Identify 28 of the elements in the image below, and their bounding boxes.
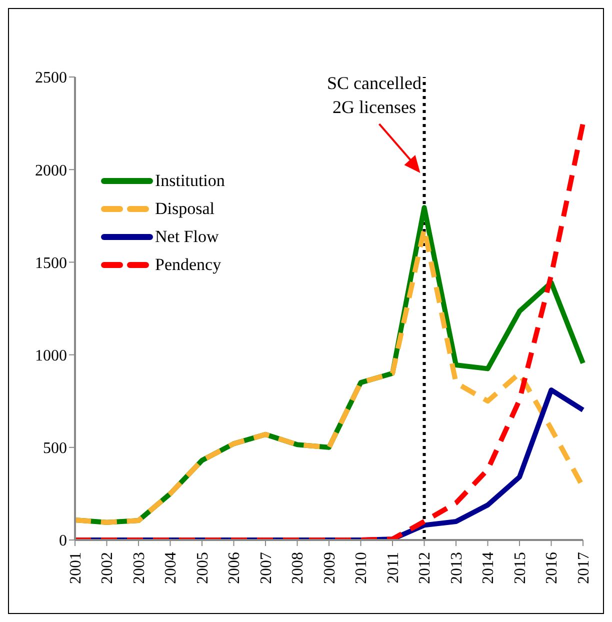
x-tick-label: 2014 [480,552,498,584]
x-tick-label: 2010 [353,552,370,584]
x-tick-label: 2012 [416,552,434,584]
y-tick-label: 500 [43,440,67,458]
x-tick-label: 2009 [321,552,338,584]
x-tick-label: 2001 [67,552,84,584]
x-tick-label: 2013 [448,552,466,584]
legend-label: Institution [155,171,225,191]
legend-label: Pendency [155,255,222,275]
x-tick-label: 2011 [384,552,402,584]
y-tick-label: 1500 [35,254,67,272]
x-tick-label: 2007 [258,552,275,584]
x-tick-label: 2003 [130,552,148,584]
x-tick-label: 2017 [575,552,592,584]
y-tick-label: 1000 [35,347,67,364]
x-tick-label: 2002 [99,552,116,584]
legend-label: Disposal [155,199,214,219]
x-tick-label: 2015 [512,552,529,584]
annotation: SC cancelled 2G licenses [327,73,422,117]
x-tick-label: 2008 [290,552,307,584]
x-tick-label: 2005 [194,552,212,584]
x-tick-label: 2004 [162,552,180,584]
legend-label: Net Flow [155,227,219,247]
y-tick-label: 2000 [35,162,67,180]
y-tick-label: 0 [59,532,67,550]
x-tick-label: 2016 [544,552,561,584]
x-tick-label: 2006 [226,552,244,584]
y-tick-label: 2500 [35,70,67,87]
